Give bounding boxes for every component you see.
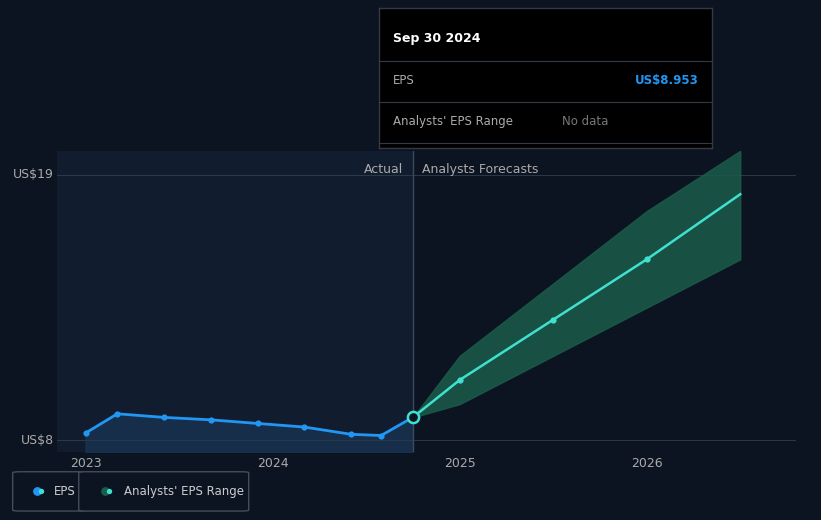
Text: Sep 30 2024: Sep 30 2024 <box>392 32 480 45</box>
Point <box>453 376 466 384</box>
Text: EPS: EPS <box>54 485 76 498</box>
Point <box>298 423 311 431</box>
Text: Analysts Forecasts: Analysts Forecasts <box>422 163 539 176</box>
Text: US$8.953: US$8.953 <box>635 74 699 87</box>
Point <box>99 487 112 496</box>
Point <box>30 487 44 496</box>
Text: Analysts' EPS Range: Analysts' EPS Range <box>392 114 512 127</box>
Point <box>345 430 358 438</box>
Text: Actual: Actual <box>365 163 404 176</box>
Point <box>158 413 171 422</box>
Point <box>251 419 264 427</box>
Bar <box>413 151 796 452</box>
Text: US$19: US$19 <box>13 168 54 181</box>
Bar <box>57 151 413 452</box>
Point <box>79 429 92 437</box>
Point <box>406 413 420 422</box>
Point <box>204 415 218 424</box>
FancyBboxPatch shape <box>12 472 86 511</box>
Point <box>640 255 654 264</box>
Point <box>374 432 388 440</box>
Text: No data: No data <box>562 114 608 127</box>
FancyBboxPatch shape <box>79 472 249 511</box>
Text: US$8: US$8 <box>21 434 54 447</box>
Point <box>103 487 116 496</box>
Point <box>547 316 560 324</box>
Text: Analysts' EPS Range: Analysts' EPS Range <box>124 485 244 498</box>
Text: EPS: EPS <box>392 74 415 87</box>
Point <box>34 487 48 496</box>
Point <box>111 410 124 418</box>
